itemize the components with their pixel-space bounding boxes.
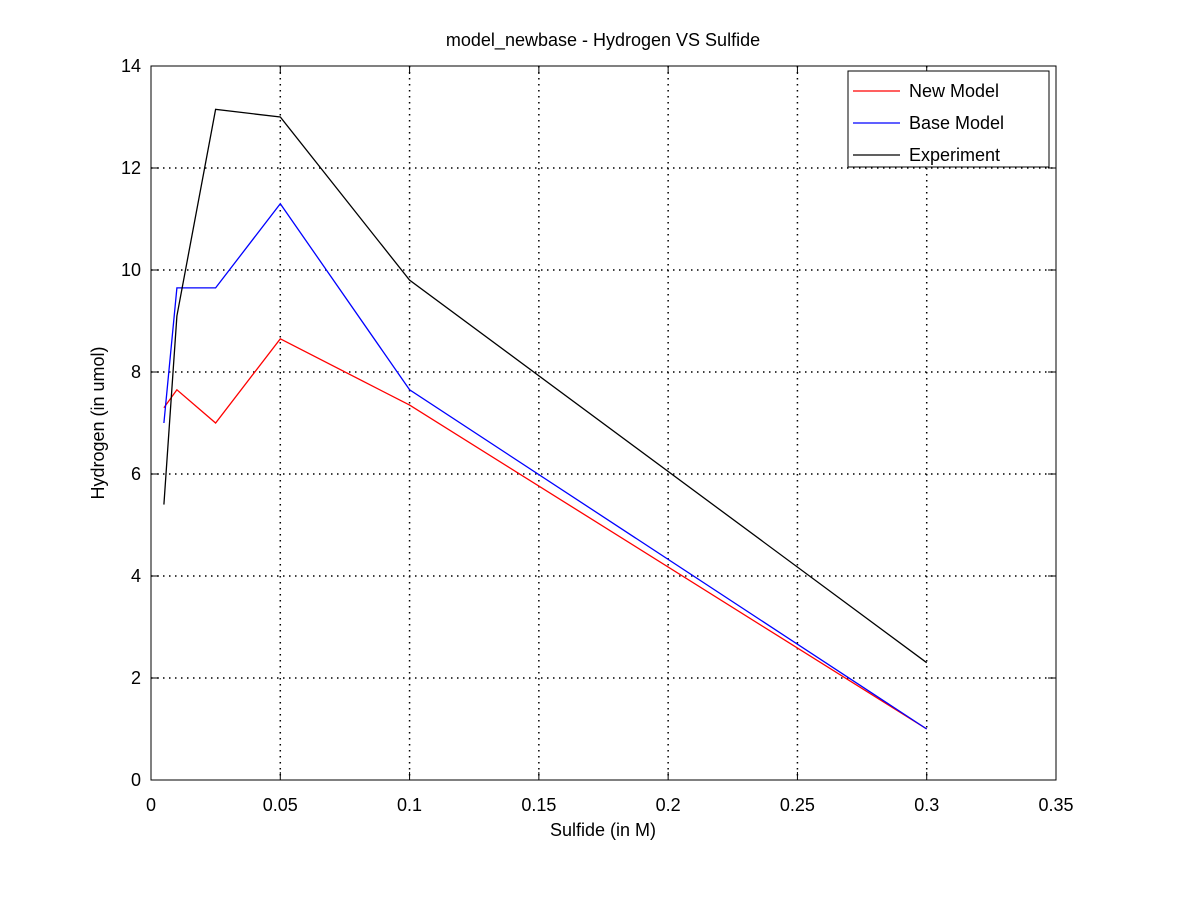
y-tick-label: 0 [131, 770, 141, 790]
plot-frame [150, 65, 1057, 781]
legend-label-experiment: Experiment [909, 145, 1000, 165]
legend-box [847, 70, 1050, 168]
series-lines [163, 108, 928, 730]
y-axis-label: Hydrogen (in umol) [88, 346, 108, 499]
y-tick-label: 14 [121, 56, 141, 76]
y-tick-label: 10 [121, 260, 141, 280]
legend-label-new-model: New Model [909, 81, 999, 101]
y-tick-label: 4 [131, 566, 141, 586]
x-tick-label: 0.2 [656, 795, 681, 815]
y-tick-label: 6 [131, 464, 141, 484]
legend-label-base-model: Base Model [909, 113, 1004, 133]
grid-lines [151, 66, 1056, 780]
y-tick-label: 12 [121, 158, 141, 178]
x-tick-label: 0.15 [521, 795, 556, 815]
x-tick-label: 0.05 [263, 795, 298, 815]
x-tick-label: 0 [146, 795, 156, 815]
y-tick-label: 2 [131, 668, 141, 688]
legend: New Model Base Model Experiment [847, 70, 1050, 168]
series-line-base-model [163, 202, 928, 730]
axes-frame [150, 65, 1057, 781]
series-line-new-model [163, 337, 928, 730]
axis-ticks: 0 0.05 0.1 0.15 0.2 0.25 0.3 0.35 0 2 4 6 8 10 12 14 [121, 56, 1074, 815]
chart-title: model_newbase - Hydrogen VS Sulfide [446, 30, 760, 51]
y-tick-label: 8 [131, 362, 141, 382]
x-tick-label: 0.35 [1038, 795, 1073, 815]
x-axis-label: Sulfide (in M) [550, 820, 656, 840]
x-tick-label: 0.1 [397, 795, 422, 815]
x-tick-label: 0.25 [780, 795, 815, 815]
x-tick-label: 0.3 [914, 795, 939, 815]
series-line-experiment [163, 108, 928, 664]
